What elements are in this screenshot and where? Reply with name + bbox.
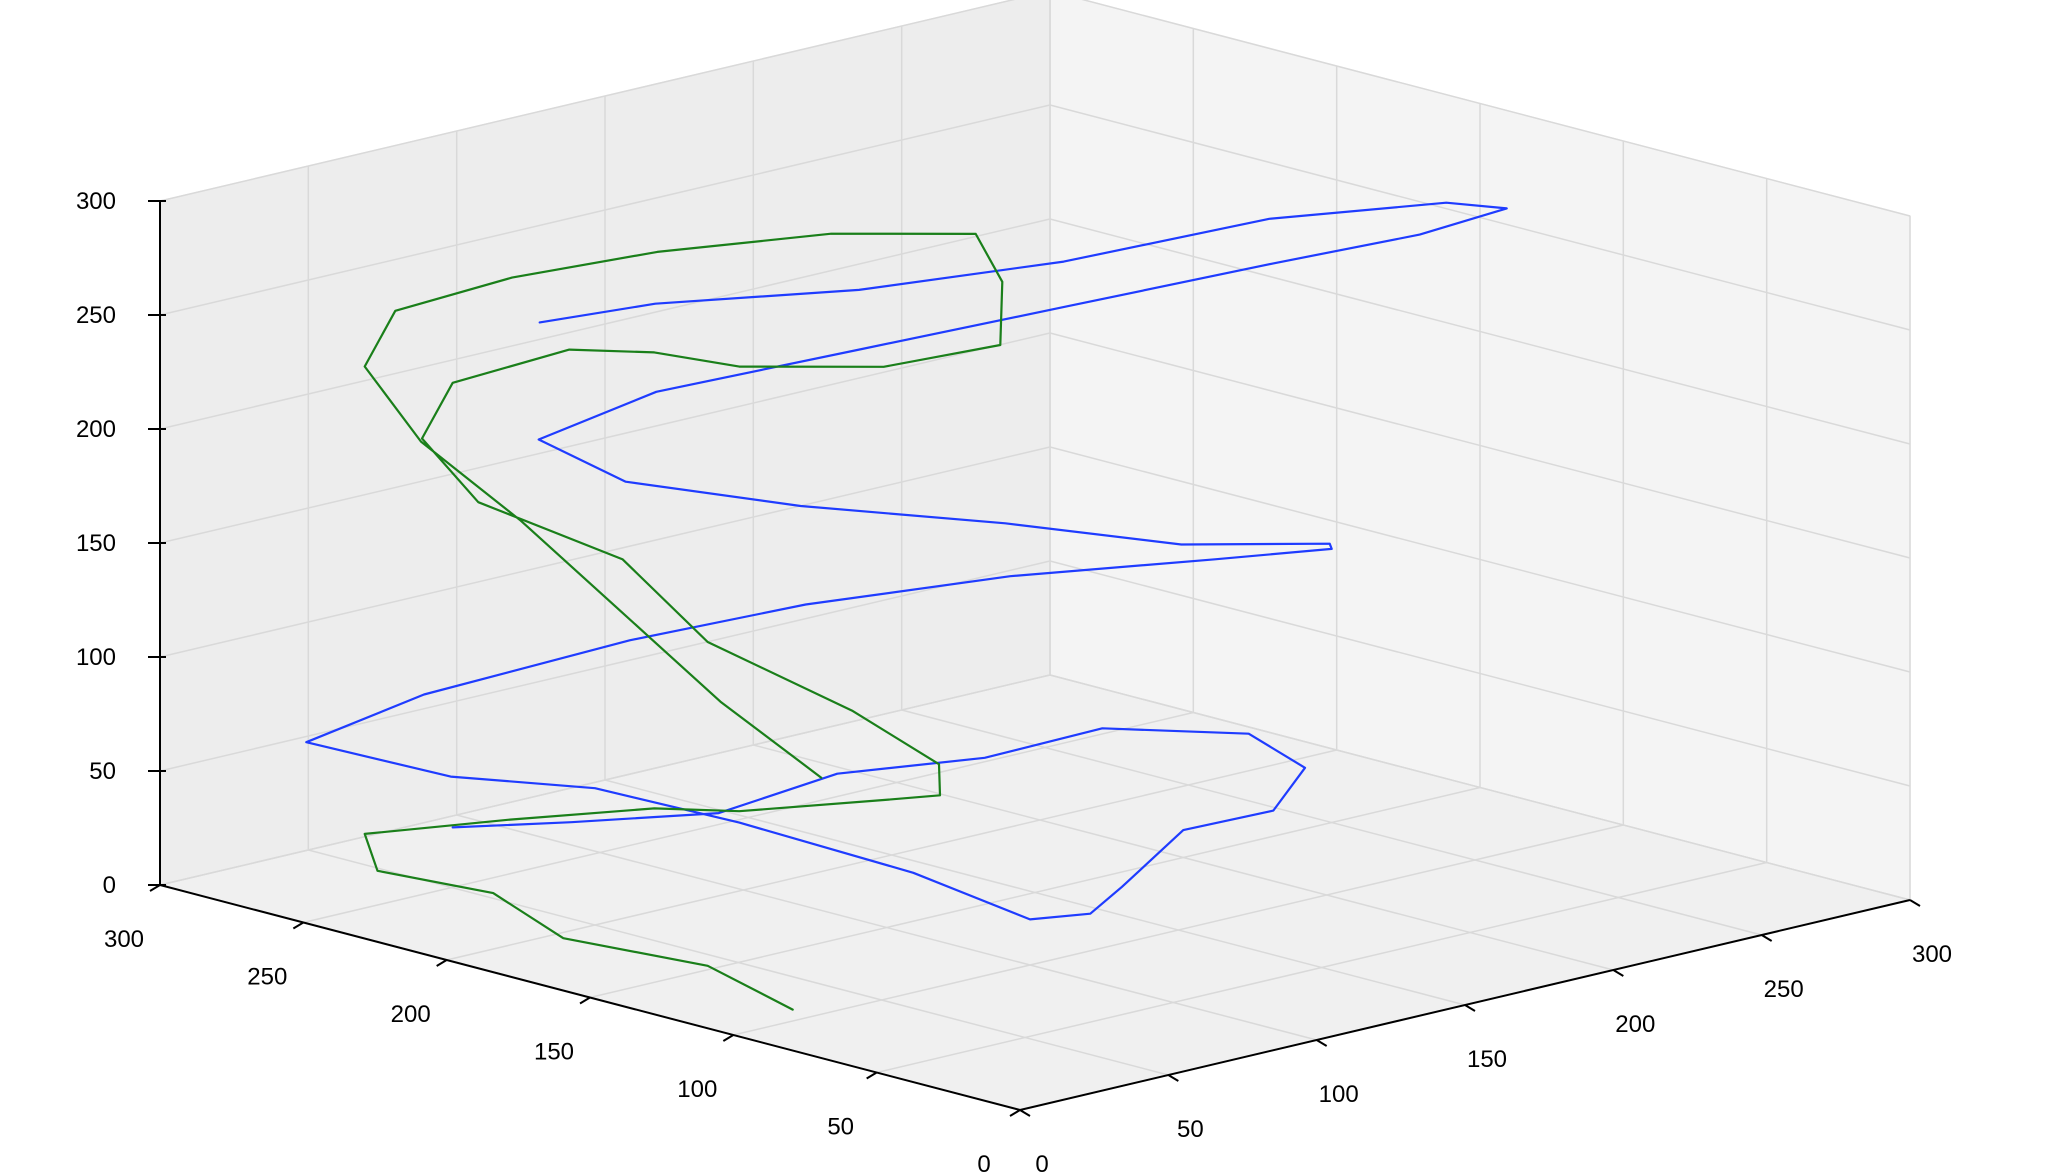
x-tick-label: 150 xyxy=(1467,1046,1507,1073)
z-tick-label: 150 xyxy=(76,530,116,557)
y-tick-mark xyxy=(579,996,591,1005)
y-tick-label: 100 xyxy=(677,1076,717,1103)
z-tick-label: 100 xyxy=(76,644,116,671)
gridline xyxy=(159,0,1016,202)
gridline xyxy=(1049,674,1911,901)
x-tick-mark xyxy=(1464,1004,1476,1012)
gridline xyxy=(159,104,1051,316)
y-tick-label: 150 xyxy=(534,1039,574,1066)
z-tick-label: 200 xyxy=(76,416,116,443)
series-line-1 xyxy=(305,201,1508,921)
x-tick-mark xyxy=(1909,899,1921,907)
x-tick-mark xyxy=(1316,1039,1328,1047)
y-tick-mark xyxy=(866,1071,878,1080)
y-tick-mark xyxy=(292,921,304,930)
x-tick-mark xyxy=(1612,969,1624,977)
z-tick-label: 0 xyxy=(103,872,116,899)
x-tick-label: 0 xyxy=(1035,1151,1048,1174)
y-tick-mark xyxy=(722,1034,734,1042)
x-tick-mark xyxy=(1761,934,1773,942)
series-group xyxy=(305,201,1508,1011)
y-tick-label: 50 xyxy=(827,1114,854,1141)
x-tick-label: 200 xyxy=(1615,1011,1655,1038)
axes-panes xyxy=(159,0,1911,1111)
y-tick-label: 200 xyxy=(391,1001,431,1028)
z-tick-label: 250 xyxy=(76,302,116,329)
series-line-2 xyxy=(363,232,1004,1011)
x-tick-mark xyxy=(1167,1074,1179,1082)
y-tick-mark xyxy=(1009,1109,1021,1117)
x-tick-label: 300 xyxy=(1912,941,1952,968)
y-tick-label: 250 xyxy=(247,964,287,991)
z-tick-label: 50 xyxy=(89,758,116,785)
z-tick-label: 300 xyxy=(76,188,116,215)
y-tick-label: 300 xyxy=(104,926,144,953)
y-tick-mark xyxy=(436,959,448,967)
gridline xyxy=(159,674,1051,886)
gridline xyxy=(303,711,1194,924)
x-tick-label: 250 xyxy=(1764,976,1804,1003)
x-tick-label: 50 xyxy=(1177,1116,1204,1143)
gridline xyxy=(1081,0,1911,217)
x-tick-label: 100 xyxy=(1319,1081,1359,1108)
tick-labels: 0 50 100 150 200 250 300 0 50 100 150 200 250 300 0 50 1… xyxy=(76,188,1952,1174)
y-tick-label: 0 xyxy=(977,1151,990,1174)
x-tick-mark xyxy=(1019,1109,1031,1117)
